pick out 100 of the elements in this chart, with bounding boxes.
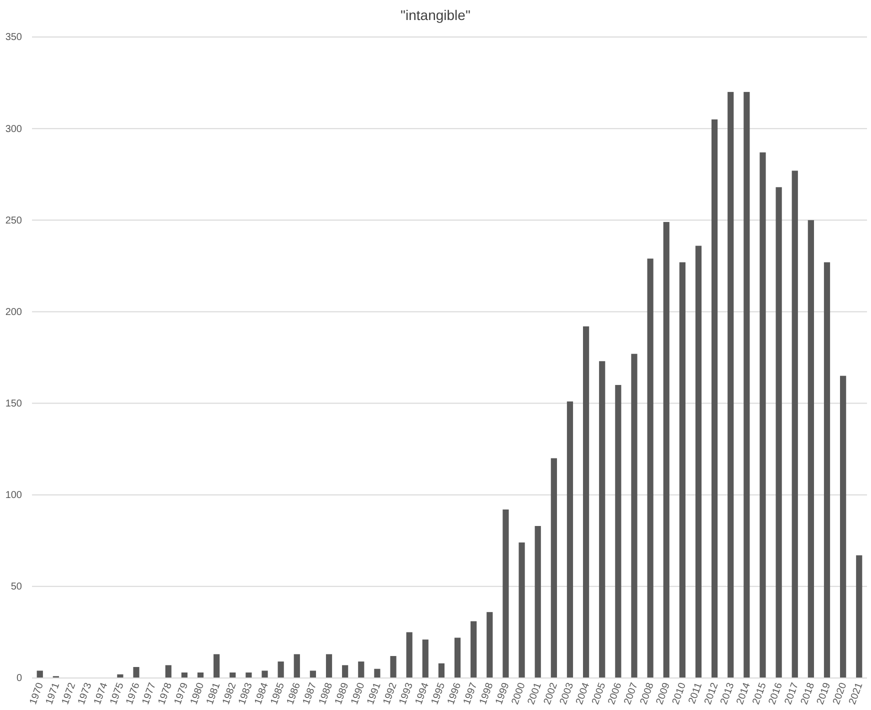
- x-tick-label: 1994: [414, 681, 432, 706]
- x-tick-label: 1974: [92, 681, 110, 706]
- x-tick-label: 2021: [847, 681, 866, 706]
- x-tick-label: 1971: [44, 681, 62, 706]
- bar: [582, 326, 590, 678]
- bar: [454, 638, 461, 678]
- bar: [792, 170, 798, 678]
- bar: [438, 663, 445, 678]
- x-tick-label: 1986: [285, 681, 304, 706]
- x-tick-label: 1995: [430, 681, 448, 706]
- x-tick-label: 1977: [140, 681, 159, 706]
- bar: [647, 258, 654, 678]
- x-tick-label: 1979: [172, 681, 191, 706]
- x-tick-label: 2001: [526, 681, 544, 706]
- bar: [695, 246, 702, 678]
- x-tick-label: 1992: [381, 681, 400, 706]
- x-tick-label: 1970: [28, 681, 46, 706]
- bar: [310, 670, 316, 678]
- bar: [566, 401, 574, 678]
- bar: [214, 654, 220, 678]
- bar: [728, 92, 734, 678]
- bar: [294, 654, 300, 678]
- x-tick-label: 2012: [702, 681, 721, 706]
- x-tick-label: 1996: [446, 681, 464, 706]
- y-tick-label: 300: [5, 124, 22, 135]
- bar: [744, 92, 750, 678]
- x-tick-label: 2017: [783, 681, 802, 706]
- bar: [663, 222, 670, 678]
- x-tick-label: 2016: [766, 681, 786, 706]
- x-tick-label: 2020: [831, 681, 850, 706]
- bar: [326, 654, 332, 678]
- x-tick-label: 2003: [558, 681, 576, 706]
- y-tick-label: 250: [5, 215, 22, 226]
- x-tick-label: 2014: [734, 681, 753, 706]
- bar: [278, 662, 284, 678]
- x-tick-label: 1997: [462, 681, 480, 706]
- x-tick-label: 1991: [365, 681, 384, 706]
- bar: [230, 672, 236, 678]
- bar: [422, 640, 428, 678]
- chart-title: "intangible": [400, 7, 470, 23]
- bar: [760, 152, 766, 678]
- x-tick-label: 2018: [799, 681, 818, 706]
- bar: [502, 510, 509, 678]
- bar: [358, 662, 364, 678]
- bar: [342, 665, 348, 678]
- bar: [534, 526, 541, 678]
- bar: [599, 361, 606, 678]
- x-tick-label: 2019: [815, 681, 834, 706]
- x-tick-label: 1993: [398, 681, 416, 706]
- x-tick-label: 1972: [60, 681, 78, 706]
- bar: [470, 621, 477, 678]
- bar: [165, 665, 172, 678]
- bar: [824, 262, 830, 678]
- x-tick-label: 2008: [638, 681, 657, 706]
- bar: [518, 542, 525, 678]
- bar: [631, 354, 638, 678]
- bar: [246, 672, 252, 678]
- y-tick-label: 50: [10, 582, 22, 593]
- x-tick-label: 1998: [478, 681, 496, 706]
- bar: [390, 656, 396, 678]
- y-tick-label: 200: [5, 306, 22, 318]
- x-tick-label: 1987: [301, 681, 320, 706]
- y-tick-label: 150: [5, 398, 22, 410]
- y-tick-label: 100: [5, 490, 22, 502]
- bar: [808, 220, 814, 678]
- x-tick-label: 2010: [670, 681, 689, 706]
- x-tick-label: 1983: [236, 681, 255, 706]
- x-tick-label: 2011: [686, 681, 705, 706]
- x-tick-label: 1989: [333, 681, 352, 706]
- bar: [406, 632, 412, 678]
- bar: [262, 670, 268, 678]
- bar: [550, 458, 557, 678]
- x-tick-label: 2006: [606, 681, 624, 706]
- bar: [679, 262, 686, 678]
- x-tick-label: 1973: [76, 681, 94, 706]
- bar: [197, 672, 204, 678]
- x-tick-label: 1978: [156, 681, 175, 706]
- x-tick-label: 2007: [622, 681, 640, 706]
- bar: [374, 668, 380, 678]
- bar: [486, 612, 493, 678]
- x-tick-label: 1999: [494, 681, 512, 706]
- x-tick-label: 1981: [204, 681, 223, 706]
- x-tick-label: 1985: [268, 681, 288, 706]
- bar: [133, 667, 140, 678]
- x-tick-label: 2015: [750, 681, 769, 706]
- bar: [776, 187, 782, 678]
- bar: [36, 670, 43, 678]
- x-tick-label: 2005: [590, 681, 608, 706]
- x-tick-label: 2004: [574, 681, 592, 706]
- x-tick-label: 1988: [317, 681, 336, 706]
- x-tick-label: 1980: [188, 681, 207, 706]
- bar: [840, 376, 846, 678]
- bar: [615, 384, 622, 678]
- y-tick-label: 0: [16, 673, 22, 684]
- x-tick-label: 1982: [220, 681, 239, 706]
- x-tick-label: 2013: [718, 681, 737, 706]
- y-tick-label: 350: [5, 32, 22, 44]
- bar: [856, 555, 862, 678]
- x-tick-label: 2002: [542, 681, 560, 706]
- x-tick-label: 2000: [510, 681, 528, 706]
